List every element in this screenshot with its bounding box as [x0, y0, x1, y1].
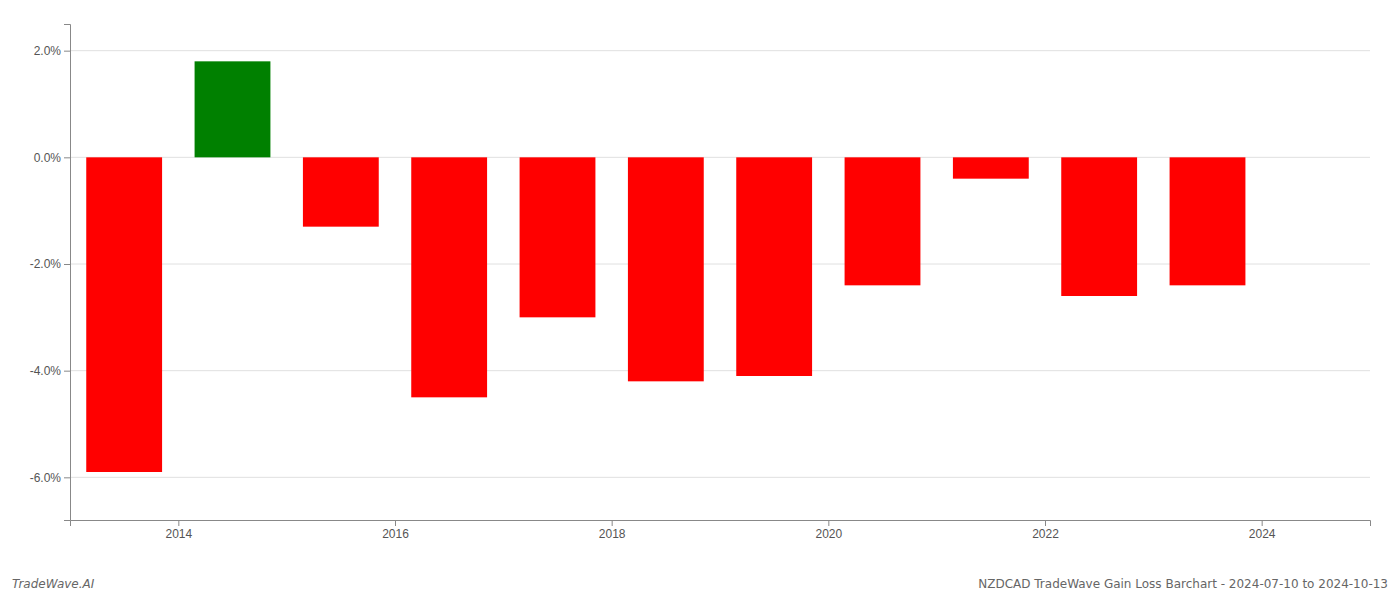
- bar: [628, 157, 704, 381]
- y-tick-label: 0.0%: [34, 151, 62, 165]
- x-axis: 2014 2016 2018 2020 2022 2024: [71, 520, 1371, 541]
- x-tick-mark: [1262, 520, 1263, 526]
- x-tick: 2014: [165, 520, 192, 541]
- chart: 2014 2016 2018 2020 2022 2024 -6.0% -4.0% -2.0% 0…: [0, 0, 1400, 600]
- y-tick-label: -2.0%: [30, 257, 62, 271]
- x-tick: 2020: [815, 520, 842, 541]
- x-tick-mark: [178, 520, 179, 526]
- bar: [1170, 157, 1246, 285]
- y-tick: 0.0%: [34, 151, 70, 165]
- y-axis-line: [64, 25, 71, 521]
- y-tick: -4.0%: [30, 364, 70, 378]
- y-axis: -6.0% -4.0% -2.0% 0.0% 2.0%: [30, 25, 71, 521]
- plot-area: 2014 2016 2018 2020 2022 2024 -6.0% -4.0% -2.0% 0…: [30, 25, 1371, 541]
- annotation: NZDCAD TradeWave Gain Loss Barchart - 20…: [978, 577, 1388, 591]
- x-axis-line: [71, 521, 1371, 527]
- bar: [303, 157, 379, 226]
- bar: [736, 157, 812, 376]
- bar: [953, 157, 1029, 178]
- x-tick-mark: [1045, 520, 1046, 526]
- grid-line: [70, 370, 1370, 371]
- x-tick: 2024: [1249, 520, 1276, 541]
- x-tick-label: 2024: [1249, 527, 1276, 541]
- y-tick-label: -4.0%: [30, 364, 62, 378]
- y-tick-mark: [64, 477, 70, 478]
- annotation: TradeWave.AI: [12, 577, 95, 591]
- bar: [1061, 157, 1137, 296]
- y-tick-label: -6.0%: [30, 471, 62, 485]
- bar: [520, 157, 596, 317]
- grid: [70, 51, 1370, 478]
- bars: [86, 61, 1245, 472]
- x-tick: 2016: [382, 520, 409, 541]
- y-tick: -2.0%: [30, 257, 70, 271]
- bar: [845, 157, 921, 285]
- x-tick-mark: [828, 520, 829, 526]
- bar: [411, 157, 487, 397]
- x-tick-label: 2020: [815, 527, 842, 541]
- x-tick-label: 2016: [382, 527, 409, 541]
- bar: [86, 157, 162, 472]
- x-tick-label: 2018: [599, 527, 626, 541]
- x-tick: 2018: [599, 520, 626, 541]
- y-tick-mark: [64, 51, 70, 52]
- y-tick-label: 2.0%: [34, 44, 62, 58]
- grid-line: [70, 477, 1370, 478]
- y-tick-mark: [64, 157, 70, 158]
- x-tick-label: 2014: [165, 527, 192, 541]
- bar: [195, 61, 271, 157]
- y-tick-mark: [64, 371, 70, 372]
- y-tick: 2.0%: [34, 44, 70, 58]
- x-tick-label: 2022: [1032, 527, 1059, 541]
- y-tick: -6.0%: [30, 471, 70, 485]
- x-tick-mark: [612, 520, 613, 526]
- x-tick: 2022: [1032, 520, 1059, 541]
- grid-line: [70, 50, 1370, 51]
- y-tick-mark: [64, 264, 70, 265]
- x-tick-mark: [395, 520, 396, 526]
